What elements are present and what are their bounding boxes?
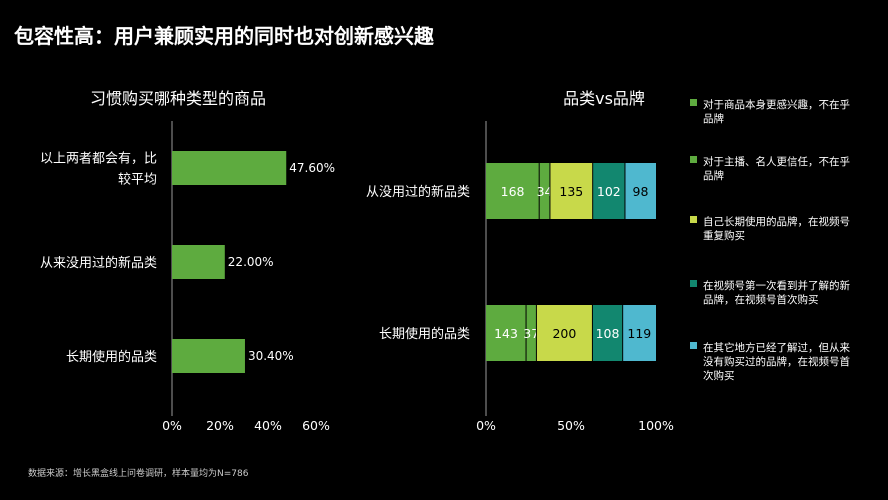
chart2-segment-value-label: 34 — [537, 184, 553, 199]
legend-entry-text: 对于主播、名人更信任，不在乎 — [703, 155, 850, 168]
legend-square-marker-icon — [690, 280, 697, 287]
chart1-category-label: 以上两者都会有，比 — [40, 152, 157, 167]
legend-entry-text: 品牌，在视频号首次购买 — [703, 293, 819, 306]
chart2-title: 品类vs品牌 — [563, 89, 645, 108]
legend-entry-text: 没有购买过的品牌，在视频号首 — [703, 355, 850, 368]
chart1-x-tick-label: 0% — [162, 418, 182, 433]
page-title: 包容性高：用户兼顾实用的同时也对创新感兴趣 — [14, 24, 434, 48]
chart1-category-label: 较平均 — [118, 173, 157, 188]
chart1-bar — [172, 339, 245, 373]
chart2-bar-segment — [592, 163, 625, 219]
chart2-segment-value-label: 168 — [501, 184, 525, 199]
legend-entry-text: 次购买 — [703, 369, 735, 382]
chart2-segment-value-label: 37 — [523, 326, 539, 341]
chart2-bar-segment — [622, 305, 656, 361]
chart2-bar-segment — [486, 163, 540, 219]
legend-square-marker-icon — [690, 342, 697, 349]
chart2-bar-segment — [624, 163, 656, 219]
chart2-segment-value-label: 108 — [596, 326, 620, 341]
legend-square-marker-icon — [690, 99, 697, 106]
chart2-bar-segment — [486, 305, 527, 361]
chart2-segment-value-label: 135 — [559, 184, 583, 199]
chart2-x-tick-label: 100% — [638, 418, 674, 433]
chart1-category-label: 长期使用的品类 — [66, 349, 157, 365]
legend-entry-text: 自己长期使用的品牌，在视频号 — [703, 215, 850, 228]
chart2-segment-value-label: 143 — [494, 326, 518, 341]
chart2-segment-value-label: 119 — [627, 326, 651, 341]
legend-square-marker-icon — [690, 156, 697, 163]
legend-entry-text: 重复购买 — [703, 229, 745, 242]
chart2-segment-value-label: 200 — [552, 326, 576, 341]
chart2-bar-segment — [536, 305, 593, 361]
chart2-bar-segment — [549, 163, 593, 219]
chart1-title: 习惯购买哪种类型的商品 — [90, 89, 266, 108]
chart2-segment-value-label: 98 — [633, 184, 649, 199]
chart2-x-tick-label: 50% — [557, 418, 585, 433]
chart1-value-label: 47.60% — [289, 161, 335, 175]
legend-entry-text: 品牌 — [703, 169, 724, 182]
chart1-bar — [172, 245, 225, 279]
chart2-x-tick-label: 0% — [476, 418, 496, 433]
chart2-bar-segment — [539, 163, 550, 219]
legend-entry-text: 在其它地方已经了解过，但从来 — [703, 341, 850, 354]
chart2-bar-segment — [592, 305, 623, 361]
chart2-category-label: 从没用过的新品类 — [366, 184, 470, 200]
chart1-category-label: 从来没用过的新品类 — [40, 255, 157, 271]
data-source-footnote: 数据来源：增长黑盒线上问卷调研，样本量均为N=786 — [28, 469, 249, 479]
legend-entry-text: 对于商品本身更感兴趣，不在乎 — [703, 98, 850, 111]
chart1-bar — [172, 151, 287, 185]
chart1-x-tick-label: 60% — [302, 418, 330, 433]
chart1-value-label: 22.00% — [228, 255, 274, 269]
legend-entry-text: 在视频号第一次看到并了解的新 — [703, 279, 850, 292]
chart2-category-label: 长期使用的品类 — [379, 326, 470, 342]
legend-square-marker-icon — [690, 216, 697, 223]
chart1-x-tick-label: 20% — [206, 418, 234, 433]
chart2-bar-segment — [526, 305, 537, 361]
legend-entry-text: 品牌 — [703, 112, 724, 125]
chart2-segment-value-label: 102 — [597, 184, 621, 199]
chart1-value-label: 30.40% — [248, 349, 294, 363]
chart1-x-tick-label: 40% — [254, 418, 282, 433]
